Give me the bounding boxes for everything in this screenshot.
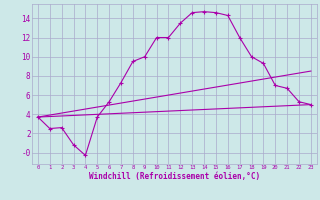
X-axis label: Windchill (Refroidissement éolien,°C): Windchill (Refroidissement éolien,°C) [89,172,260,181]
